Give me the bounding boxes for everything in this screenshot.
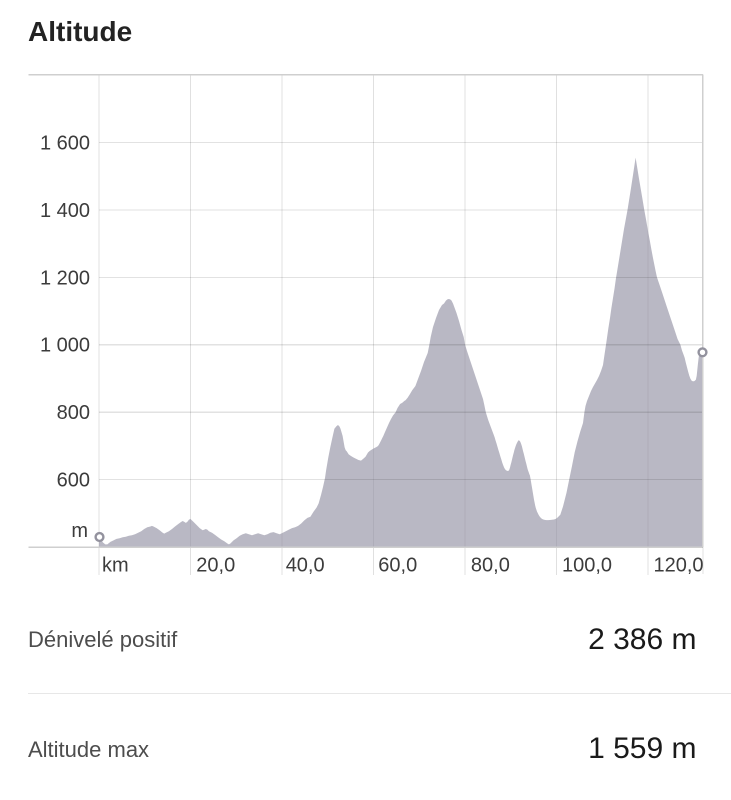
svg-text:1 200: 1 200: [40, 267, 90, 289]
svg-text:m: m: [71, 520, 88, 542]
svg-text:1 600: 1 600: [40, 133, 90, 155]
svg-text:600: 600: [57, 470, 90, 492]
svg-text:80,0: 80,0: [471, 554, 510, 576]
svg-text:120,0: 120,0: [654, 554, 704, 576]
svg-text:60,0: 60,0: [378, 554, 417, 576]
svg-text:40,0: 40,0: [286, 554, 325, 576]
svg-text:1 400: 1 400: [40, 200, 90, 222]
svg-text:1 000: 1 000: [40, 335, 90, 357]
svg-text:800: 800: [57, 402, 90, 424]
svg-text:km: km: [102, 554, 129, 576]
svg-text:100,0: 100,0: [562, 554, 612, 576]
svg-text:20,0: 20,0: [196, 554, 235, 576]
